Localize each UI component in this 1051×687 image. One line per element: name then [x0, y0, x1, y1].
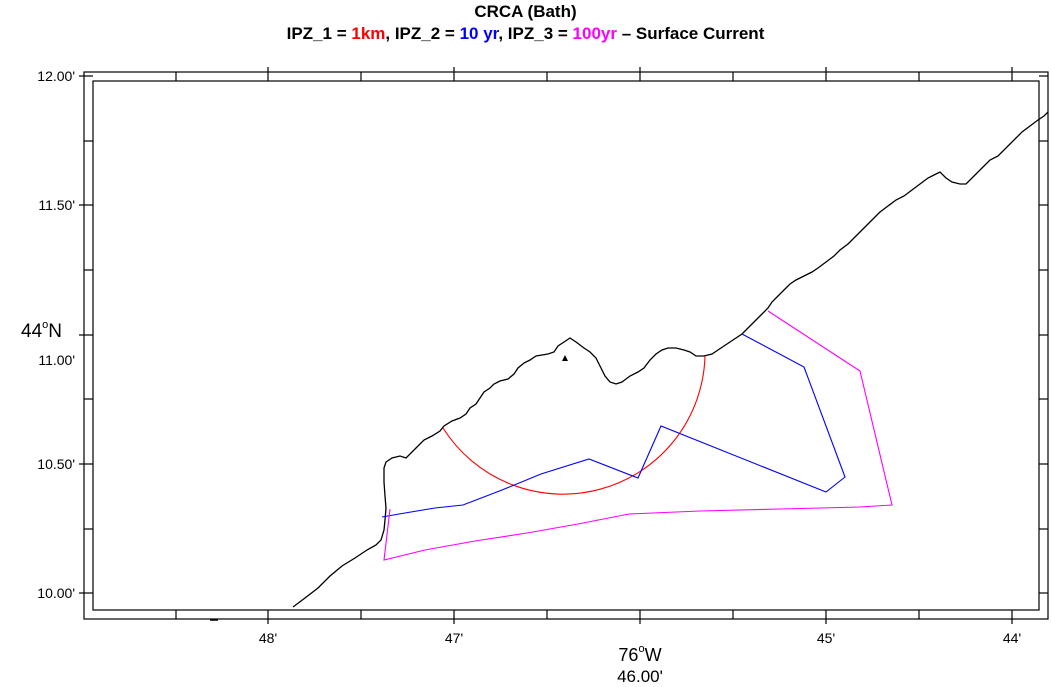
- map-subtitle: IPZ_1 = 1km, IPZ_2 = 10 yr, IPZ_3 = 100y…: [0, 24, 1051, 44]
- subtitle-part: 10 yr: [459, 24, 499, 43]
- y-tick-label: 11.00': [38, 352, 75, 368]
- y-degree-label: 44oN: [21, 319, 62, 342]
- coastline: [292, 111, 1049, 608]
- ipz3-boundary: [383, 310, 893, 561]
- triangle-icon: [562, 355, 568, 361]
- x-tick-label: 47': [445, 630, 463, 646]
- ipz2-boundary: [381, 333, 846, 518]
- map-frame: [79, 67, 1049, 624]
- subtitle-part: , IPZ_2 =: [385, 24, 460, 43]
- x-tick-label: 46.00': [617, 667, 663, 686]
- frame-ticks: [79, 67, 1048, 624]
- x-tick-label: 44': [1003, 630, 1021, 646]
- subtitle-part: 1km: [351, 24, 386, 43]
- subtitle-part: IPZ_1 =: [286, 24, 352, 43]
- y-tick-label: 11.50': [38, 197, 75, 213]
- map-title: CRCA (Bath): [474, 2, 577, 21]
- y-tick-label: 10.50': [37, 456, 75, 472]
- ipz1-boundary: [442, 355, 706, 495]
- subtitle-part: – Surface Current: [616, 24, 765, 43]
- x-degree-label: 76oW: [618, 643, 661, 665]
- subtitle-part: , IPZ_3 =: [498, 24, 573, 43]
- subtitle-part: 100yr: [572, 24, 617, 43]
- x-tick-label: 48': [259, 630, 277, 646]
- x-axis-labels: 48' 47' 46.00' 45' 44': [259, 630, 1021, 686]
- y-tick-label: 10.00': [37, 585, 75, 601]
- svg-text:44oN: 44oN: [21, 319, 62, 342]
- y-tick-label: 12.00': [37, 68, 75, 84]
- svg-text:76oW: 76oW: [618, 643, 661, 665]
- x-tick-label: 45': [817, 630, 835, 646]
- y-axis-labels: 12.00' 11.50' 11.00' 10.50' 10.00': [37, 68, 75, 601]
